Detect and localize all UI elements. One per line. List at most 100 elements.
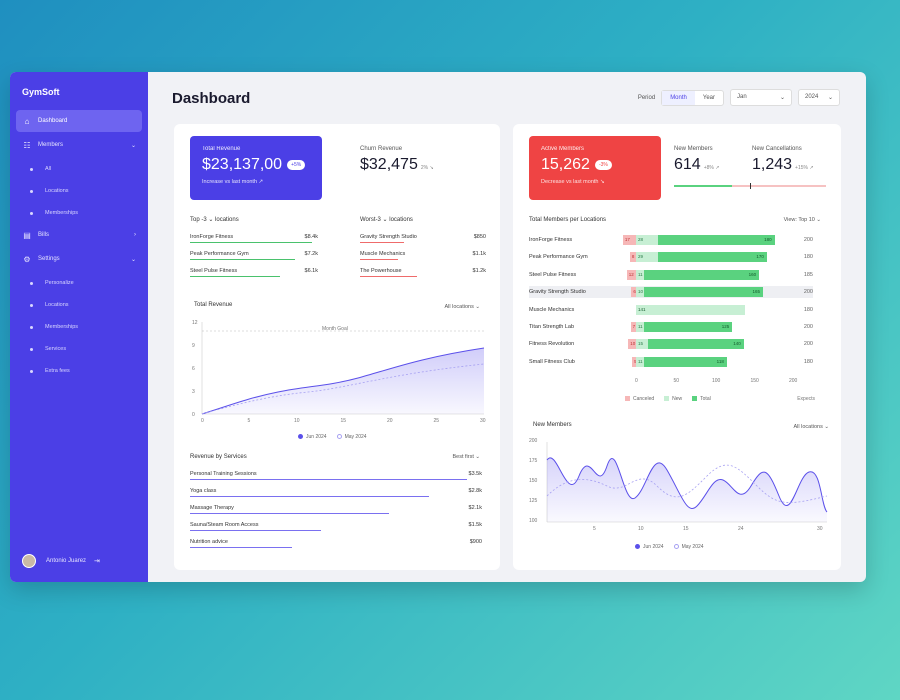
sidebar-subitem-memberships[interactable]: Memberships — [16, 202, 142, 224]
sidebar-item-label: Dashboard — [38, 118, 68, 124]
sidebar-item-dashboard[interactable]: ⌂ Dashboard — [16, 110, 142, 132]
members-icon: ☷ — [23, 140, 31, 150]
new-bar: 11 — [636, 356, 645, 367]
period-toggle: Month Year — [661, 89, 724, 106]
chevron-right-icon: › — [134, 232, 136, 238]
location-row[interactable]: Peak Performance Gym 8 29 170 180 — [529, 251, 813, 263]
top-locations-title[interactable]: Top -3 ⌄ locations — [190, 217, 239, 223]
legend-item: New — [664, 396, 682, 402]
location-name: Peak Performance Gym — [529, 254, 588, 261]
row-name: Gravity Strength Studio — [360, 234, 417, 240]
location-name: Small Fitness Club — [529, 358, 575, 365]
new-members-location-filter[interactable]: All locations ⌄ — [793, 424, 829, 430]
sidebar-item-bills[interactable]: ▤ Bills › — [16, 224, 142, 246]
total-bar: 125 — [644, 322, 733, 332]
location-row[interactable]: Fitness Revolution 10 15 140 200 — [529, 338, 813, 350]
location-name: Fitness Revolution — [529, 341, 575, 348]
sidebar-subitem-personalize[interactable]: Personalize — [16, 272, 142, 294]
list-row[interactable]: Muscle Mechanics $1.1k — [360, 251, 486, 260]
canceled-bar: 6 — [631, 287, 638, 298]
worst-locations-title[interactable]: Worst-3 ⌄ locations — [360, 217, 413, 223]
members-balance-marker — [750, 183, 751, 189]
sidebar-subitem-extra-fees[interactable]: Extra fees — [16, 360, 142, 382]
legend-item: Canceled — [625, 396, 654, 402]
sidebar-item-settings[interactable]: ⚙ Settings ⌄ — [16, 248, 142, 270]
list-row[interactable]: Sauna/Steam Room Access $1.5k — [190, 522, 482, 531]
revenue-card: Total Revenue $23,137,00 +5% Increase vs … — [174, 124, 500, 570]
chevron-down-icon: ⌄ — [779, 95, 785, 101]
axis-tick-label: 200 — [789, 378, 798, 384]
axis-tick-label: 30 — [480, 418, 486, 424]
sidebar-subitem-memberships[interactable]: Memberships — [16, 316, 142, 338]
year-select[interactable]: 2024 ⌄ — [798, 89, 840, 106]
month-select[interactable]: Jan ⌄ — [730, 89, 792, 106]
bullet-icon — [30, 325, 33, 329]
locations-legend: Canceled New Total — [625, 396, 711, 402]
kpi-subtext: Increase vs last month ↗ — [202, 179, 264, 185]
revenue-location-filter[interactable]: All locations ⌄ — [444, 304, 480, 310]
period-month-button[interactable]: Month — [662, 90, 695, 105]
list-row[interactable]: Yoga class $2.8k — [190, 488, 482, 497]
brand-logo[interactable]: GymSoft — [22, 87, 60, 97]
location-row[interactable]: Gravity Strength Studio 6 10 165 200 — [529, 286, 813, 299]
row-progress-bar — [360, 275, 417, 277]
sidebar-item-label: Extra fees — [45, 368, 70, 374]
list-row[interactable]: Steel Pulse Fitness $6.1k — [190, 268, 318, 277]
kpi-value: $32,475 2% ↘ — [360, 156, 434, 173]
list-row[interactable]: Peak Performance Gym $7.2k — [190, 251, 318, 260]
list-row[interactable]: IronForge Fitness $8.4k — [190, 234, 318, 243]
services-sort-filter[interactable]: Best first ⌄ — [452, 454, 480, 460]
location-row[interactable]: Small Fitness Club 511118 180 — [529, 356, 813, 368]
sidebar-subitem-all[interactable]: All — [16, 158, 142, 180]
row-value: $850 — [473, 234, 486, 240]
sidebar-item-label: Memberships — [45, 324, 79, 330]
expects-value: 200 — [803, 237, 813, 243]
row-value: $1.1k — [472, 251, 486, 257]
month-goal-annotation: Month Goal — [322, 326, 348, 332]
logout-icon[interactable]: ⇥ — [94, 558, 100, 565]
axis-tick-label: 150 — [750, 378, 759, 384]
sidebar-item-label: Locations — [45, 302, 69, 308]
kpi-delta: +8% ↗ — [703, 165, 720, 171]
location-row[interactable]: Muscle Mechanics 141 180 — [529, 304, 813, 316]
sidebar-item-members[interactable]: ☷ Members ⌄ — [16, 134, 142, 156]
row-value: $900 — [469, 539, 482, 545]
app-window: GymSoft ⌂ Dashboard ☷ Members ⌄ All Locations M… — [10, 72, 866, 582]
list-row[interactable]: Personal Training Sessions $3.5k — [190, 471, 482, 480]
kpi-label: New Members — [674, 146, 713, 152]
period-year-button[interactable]: Year — [702, 94, 715, 101]
list-row[interactable]: Nutrition advice $900 — [190, 539, 482, 548]
sidebar-subitem-services[interactable]: Services — [16, 338, 142, 360]
expects-value: 180 — [803, 254, 813, 261]
new-bar: 28 — [636, 235, 658, 245]
kpi-label: Total Revenue — [202, 146, 241, 152]
canceled-bar: 7 — [630, 322, 637, 332]
sidebar-subitem-locations[interactable]: Locations — [16, 180, 142, 202]
bullet-icon — [30, 189, 33, 193]
row-progress-bar — [190, 275, 280, 277]
kpi-value: $23,137,00 +5% — [202, 156, 310, 174]
axis-tick-label: 200 — [529, 438, 538, 444]
row-value: $1.2k — [472, 268, 486, 274]
list-row[interactable]: The Powerhouse $1.2k — [360, 268, 486, 277]
row-name: Yoga class — [190, 488, 217, 494]
row-name: Steel Pulse Fitness — [190, 268, 238, 274]
axis-tick-label: 0 — [201, 418, 204, 424]
locations-view-filter[interactable]: View: Top 10 ⌄ — [783, 217, 821, 223]
location-name: Steel Pulse Fitness — [529, 271, 577, 278]
location-row[interactable]: IronForge Fitness 17 28 180 200 — [529, 234, 813, 246]
axis-tick-label: 50 — [673, 378, 680, 384]
active-members-kpi: Active Members 15,262 -3% Decrease vs las… — [529, 136, 661, 200]
row-name: IronForge Fitness — [190, 234, 234, 240]
user-profile[interactable]: Antonio Juarez ⇥ — [22, 554, 100, 568]
location-row[interactable]: Titan Strength Lab 7 11 125 200 — [529, 321, 813, 333]
bullet-icon — [30, 369, 33, 373]
list-row[interactable]: Gravity Strength Studio $850 — [360, 234, 486, 243]
location-row[interactable]: Steel Pulse Fitness 12 11 160 185 — [529, 269, 813, 281]
list-row[interactable]: Massage Therapy $2.1k — [190, 505, 482, 514]
sidebar-subitem-locations[interactable]: Locations — [16, 294, 142, 316]
kpi-label: Active Members — [541, 146, 585, 152]
axis-tick-label: 24 — [738, 526, 744, 532]
avatar — [22, 554, 36, 568]
location-name: IronForge Fitness — [529, 237, 573, 243]
